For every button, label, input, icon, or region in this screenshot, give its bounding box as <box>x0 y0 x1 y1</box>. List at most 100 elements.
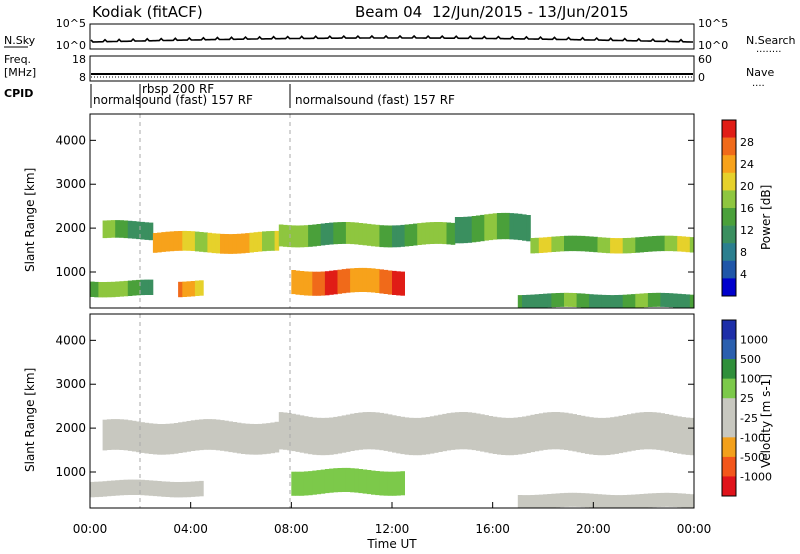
power-band-4-cell-5 <box>551 236 556 252</box>
velocity-band-1-cell-30 <box>404 417 410 455</box>
power-colorbar-tick-6: 4 <box>740 268 747 281</box>
power-band-4-cell-1 <box>534 237 540 254</box>
power-band-8-cell-25 <box>622 294 628 308</box>
power-band-2-cell-20 <box>362 223 368 246</box>
velocity-band-2-cell-20 <box>375 471 380 496</box>
power-colorbar-swatch-2 <box>722 155 736 174</box>
power-band-5-cell-0 <box>291 270 296 295</box>
power-band-8-cell-0 <box>517 295 523 308</box>
velocity-band-3-cell-15 <box>152 480 158 497</box>
power-band-3-cell-12 <box>505 212 510 240</box>
velocity-band-1-cell-6 <box>303 416 309 454</box>
velocity-band-3-cell-4 <box>106 480 112 497</box>
velocity-band-0-cell-8 <box>136 421 141 453</box>
velocity-band-1-cell-80 <box>614 416 619 454</box>
velocity-band-4-cell-19 <box>597 494 603 508</box>
velocity-band-1-cell-2 <box>287 413 292 451</box>
power-band-4-cell-33 <box>668 235 674 252</box>
velocity-band-2-cell-26 <box>400 471 405 496</box>
xtick-label-3: 12:00 <box>375 522 410 536</box>
velocity-ytick-label-1: 2000 <box>55 421 86 435</box>
velocity-band-1-cell-9 <box>316 417 322 456</box>
power-band-1-cell-29 <box>274 230 280 251</box>
power-band-5-cell-26 <box>400 271 405 296</box>
velocity-band-1-cell-95 <box>677 416 682 454</box>
power-band-6-cell-12 <box>140 279 145 296</box>
velocity-band-1-cell-49 <box>484 415 489 453</box>
power-band-3-cell-7 <box>484 214 489 241</box>
velocity-band-1-cell-18 <box>354 413 359 451</box>
velocity-colorbar-swatch-3 <box>722 378 736 399</box>
velocity-band-1-cell-25 <box>383 413 389 451</box>
velocity-band-1-cell-34 <box>421 417 426 455</box>
power-band-4-cell-11 <box>576 235 582 252</box>
velocity-band-1-cell-17 <box>350 413 355 451</box>
velocity-band-0-cell-23 <box>199 419 204 451</box>
velocity-band-0-cell-30 <box>228 421 233 453</box>
velocity-band-4-cell-4 <box>534 494 540 508</box>
velocity-band-1-cell-53 <box>501 417 506 455</box>
velocity-band-1-cell-36 <box>429 416 435 454</box>
power-colorbar-tick-3: 16 <box>740 202 754 215</box>
velocity-colorbar-tick-3: 25 <box>740 392 754 405</box>
power-band-2-cell-36 <box>429 222 435 244</box>
velocity-band-1-cell-40 <box>446 413 452 451</box>
power-colorbar-swatch-3 <box>722 172 736 191</box>
velocity-colorbar-swatch-7 <box>722 456 736 477</box>
velocity-band-1-cell-84 <box>631 413 636 451</box>
velocity-band-1-cell-28 <box>396 416 401 454</box>
velocity-band-1-cell-98 <box>689 417 695 456</box>
power-band-1-cell-14 <box>211 233 217 254</box>
power-band-6-cell-7 <box>119 281 124 297</box>
velocity-colorbar-tick-4: -25 <box>740 412 758 425</box>
power-band-2-cell-34 <box>421 222 426 245</box>
velocity-band-0-cell-32 <box>236 422 242 454</box>
power-band-8-cell-34 <box>660 292 665 307</box>
power-band-4-cell-38 <box>689 237 695 253</box>
power-band-2-cell-7 <box>308 224 313 247</box>
velocity-band-1-cell-0 <box>278 412 284 450</box>
velocity-band-1-cell-76 <box>597 417 603 456</box>
power-band-8-cell-31 <box>647 293 653 307</box>
velocity-band-4-cell-0 <box>517 495 523 508</box>
noise-trace <box>90 34 693 43</box>
velocity-band-0-cell-15 <box>165 423 171 455</box>
power-band-0-cell-7 <box>131 221 137 239</box>
power-band-2-cell-16 <box>345 222 351 244</box>
velocity-colorbar-swatch-1 <box>722 339 736 360</box>
nsearch-dots: ........ <box>756 44 781 55</box>
time-axis-label: Time UT <box>366 537 417 551</box>
power-band-2-cell-10 <box>320 223 326 246</box>
velocity-band-0-cell-0 <box>102 419 108 451</box>
power-band-6-cell-14 <box>148 279 154 295</box>
power-band-0-cell-8 <box>136 221 141 240</box>
power-band-8-cell-15 <box>580 293 586 308</box>
velocity-band-2-cell-22 <box>383 471 389 496</box>
power-band-4-cell-32 <box>664 235 670 252</box>
power-band-2-cell-18 <box>354 222 359 245</box>
power-band-3-cell-17 <box>526 215 531 242</box>
power-band-8-cell-5 <box>538 294 544 308</box>
noise-right-tick-bottom: 10^0 <box>698 39 728 52</box>
velocity-colorbar-tick-6: -500 <box>740 451 765 464</box>
velocity-band-2-cell-15 <box>354 468 359 493</box>
power-band-1-cell-24 <box>253 232 259 252</box>
velocity-band-3-cell-1 <box>94 481 99 498</box>
xtick-label-4: 16:00 <box>475 522 510 536</box>
velocity-band-1-cell-12 <box>329 417 334 455</box>
power-band-4-cell-31 <box>660 235 665 252</box>
velocity-band-4-cell-31 <box>647 493 653 508</box>
power-colorbar-tick-1: 24 <box>740 158 754 171</box>
velocity-colorbar-tick-1: 500 <box>740 353 761 366</box>
velocity-band-1-cell-66 <box>555 412 561 450</box>
power-band-4-cell-29 <box>652 236 657 252</box>
velocity-band-1-cell-70 <box>572 414 577 452</box>
power-band-0-cell-4 <box>119 220 124 238</box>
power-band-8-cell-7 <box>547 293 552 308</box>
power-band-8-cell-14 <box>576 293 582 308</box>
cpid-label: CPID <box>4 87 33 100</box>
noise-right-tick-top: 10^5 <box>698 17 728 30</box>
velocity-band-4-cell-23 <box>614 495 619 508</box>
velocity-band-4-cell-41 <box>689 494 695 508</box>
velocity-band-2-cell-0 <box>291 471 296 496</box>
